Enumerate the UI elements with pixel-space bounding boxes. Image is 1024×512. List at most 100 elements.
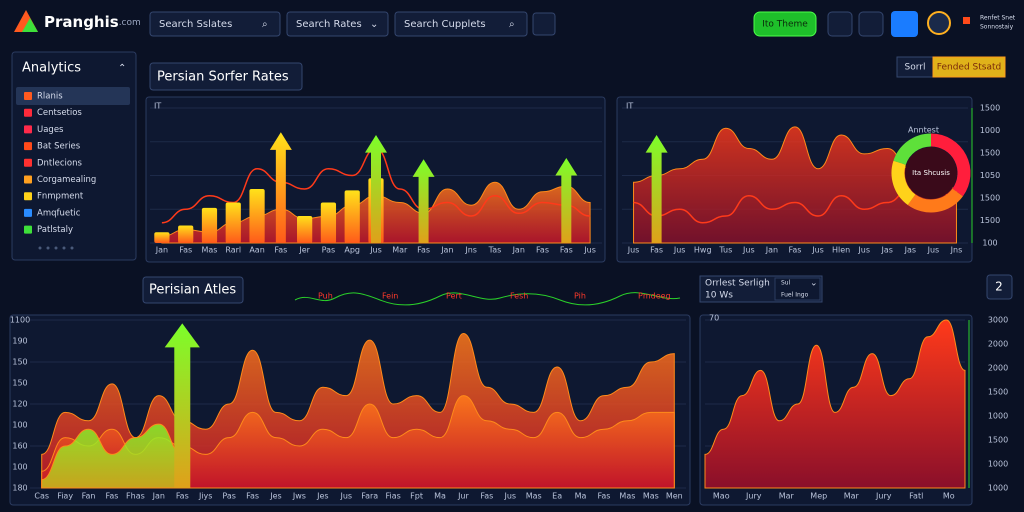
x-tick-label: Ea (552, 492, 562, 501)
toggle-label: Fended Stsatd (937, 63, 1001, 73)
bar (154, 232, 170, 243)
panel-title: Persian Sorfer Rates (157, 70, 289, 85)
sidebar-item[interactable]: Patlstaly (37, 225, 73, 235)
chevron: ⌄ (810, 279, 818, 289)
pager-dot (62, 246, 66, 250)
x-tick-label: Fas (598, 492, 611, 501)
x-tick-label: Fas (274, 246, 287, 255)
donut-hole (905, 147, 957, 199)
donut-slice (891, 160, 916, 205)
x-tick-label: Jan (440, 246, 453, 255)
sparkline-label: Pmdeeg (638, 292, 671, 301)
x-tick-label: Jes (269, 492, 281, 501)
search-placeholder: Search Rates (296, 19, 362, 30)
corner-label: IT (154, 102, 161, 111)
tool-icon[interactable] (827, 11, 853, 37)
stack-icon[interactable] (858, 11, 884, 37)
arrow (365, 135, 387, 243)
search-box[interactable] (394, 11, 528, 37)
area (41, 423, 183, 489)
sidebar-item[interactable]: Dntlecions (37, 158, 82, 168)
arrow (269, 132, 292, 243)
x-tick-label: Ma (434, 492, 446, 501)
y-tick-label: 1500 (988, 436, 1008, 445)
search-icon: ⌕ (509, 19, 515, 30)
sidebar-item[interactable]: Uages (37, 125, 64, 135)
item-swatch (24, 208, 32, 217)
x-tick-label: Fas (560, 246, 573, 255)
sparkline-label: Pih (574, 292, 586, 301)
y-tick-label: 2000 (988, 340, 1008, 349)
dropdown-label: Sul (781, 280, 791, 287)
sidebar-item[interactable]: Fnmpment (37, 192, 84, 202)
sidebar-item[interactable]: Amqfuetic (37, 208, 81, 218)
bar (201, 207, 218, 243)
dropdown-value: Fuel Ingo (781, 292, 809, 299)
toggle-on[interactable] (932, 56, 1006, 78)
x-tick-label: Jns (464, 246, 477, 255)
theme-button[interactable] (753, 11, 817, 37)
y-tick-label: 180 (12, 484, 27, 493)
x-tick-label: Jan (155, 246, 168, 255)
logo: Pranghis.com (44, 13, 141, 31)
filter-icon[interactable] (532, 12, 556, 36)
x-tick-label: Jus (811, 246, 824, 255)
x-tick-label: Jus (742, 246, 755, 255)
arrow (555, 157, 578, 243)
panel-title-box (149, 62, 303, 91)
y-tick-label: 1500 (980, 149, 1000, 158)
y-tick-label: 1000 (988, 412, 1008, 421)
search-box[interactable] (286, 11, 389, 37)
x-tick-label: Jas (881, 246, 893, 255)
y-tick-label: 1500 (980, 104, 1000, 113)
sparkline (294, 292, 681, 306)
x-tick-label: Fas (480, 492, 493, 501)
x-tick-label: Fas (536, 246, 549, 255)
y-tick-label: 120 (12, 400, 27, 409)
x-tick-label: Fiay (57, 492, 73, 501)
x-tick-label: Jan (765, 246, 778, 255)
x-tick-label: Rarl (225, 246, 241, 255)
user-sub: Sonnostaiy (980, 24, 1014, 31)
donut-center: Ita Shcusis (912, 169, 950, 177)
avatar[interactable] (927, 11, 951, 35)
x-tick-label: Ma (575, 492, 587, 501)
theme-button-label: Ito Theme (762, 20, 808, 30)
x-tick-label: Fhas (126, 492, 145, 501)
item-swatch (24, 108, 32, 117)
bar (225, 202, 241, 243)
y-tick-label: 160 (12, 442, 27, 451)
item-swatch (24, 175, 32, 184)
dropdown[interactable] (774, 277, 821, 301)
bar (344, 190, 360, 243)
arrow (164, 323, 200, 488)
x-tick-label: Mep (810, 492, 827, 501)
sidebar-item[interactable]: Corgamealing (37, 175, 96, 185)
collapse-icon[interactable]: ⌃ (118, 63, 126, 74)
search-box[interactable] (149, 11, 281, 37)
x-tick-label: Men (666, 492, 683, 501)
x-tick-label: Fas (417, 246, 430, 255)
pager-dot (46, 246, 50, 250)
sidebar-item[interactable]: Bat Series (37, 142, 81, 152)
page-button[interactable] (986, 274, 1013, 300)
item-swatch (24, 92, 32, 100)
sidebar-item[interactable]: Centsetios (37, 108, 82, 118)
donut-label: Anntest (908, 126, 939, 135)
search-placeholder: Search Cupplets (404, 19, 486, 30)
x-tick-label: Jan (512, 246, 525, 255)
sidebar-item[interactable]: Rlanis (37, 92, 63, 102)
x-tick-label: Jas (904, 246, 916, 255)
x-tick-label: Jus (927, 246, 940, 255)
corner-label: IT (626, 102, 633, 111)
x-tick-label: Jan (152, 492, 165, 501)
sidebar-title: Analytics (22, 61, 81, 76)
x-tick-label: Tus (718, 246, 732, 255)
y-tick-label: 2000 (988, 364, 1008, 373)
item-swatch (24, 192, 32, 201)
x-tick-label: Fpt (410, 492, 423, 501)
bar (249, 189, 265, 243)
doc-icon[interactable] (891, 11, 918, 37)
user-name: Renfet Snet (980, 15, 1016, 22)
